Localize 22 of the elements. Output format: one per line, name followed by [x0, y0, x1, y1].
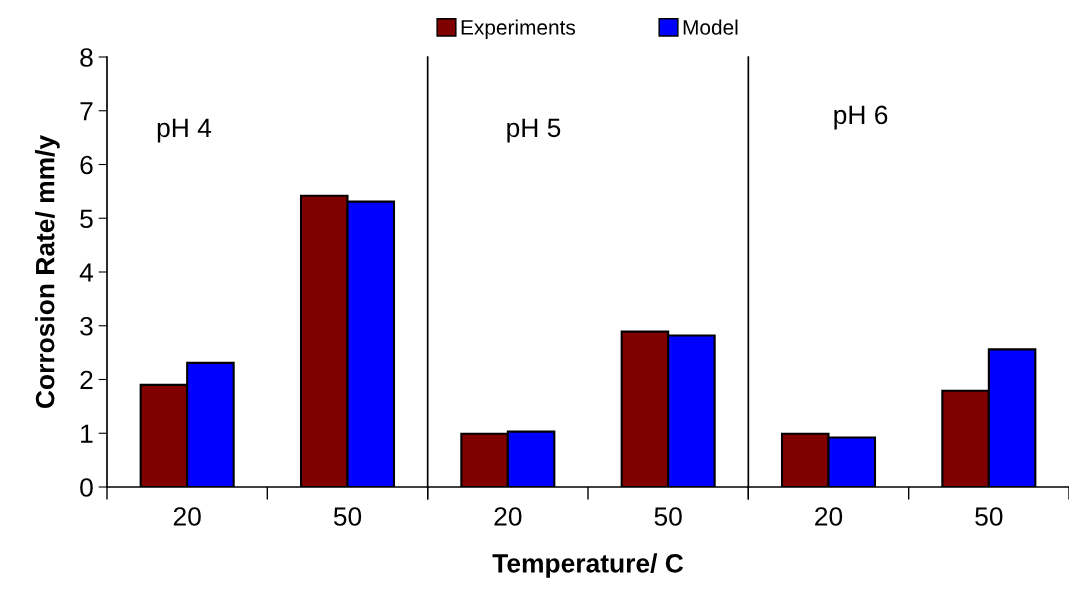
y-axis-title: Corrosion Rate/ mm/y: [35, 135, 60, 409]
y-tick-label: 8: [80, 48, 93, 67]
y-tick-label: 7: [80, 102, 93, 121]
y-tick-label: 3: [80, 316, 93, 336]
y-tick-label: 5: [80, 209, 93, 229]
x-tick-label: 50: [333, 507, 362, 526]
y-tick-label: 2: [80, 370, 93, 390]
x-tick-label: 50: [654, 507, 682, 526]
y-tick-label: 1: [81, 424, 93, 443]
x-tick-label: 50: [975, 507, 1003, 526]
annotation: pH 6: [834, 105, 888, 130]
x-axis-title: Temperature/ C: [492, 553, 684, 578]
x-tick-label: 20: [494, 507, 522, 526]
x-tick-label: 20: [815, 507, 843, 526]
y-tick-label: 6: [80, 155, 93, 175]
annotation: pH 5: [507, 118, 561, 143]
legend-label: Model: [683, 19, 738, 35]
legend-label: Experiments: [461, 19, 576, 39]
y-tick-label: 0: [80, 478, 93, 497]
y-tick-label: 4: [79, 263, 94, 282]
x-tick-label: 20: [173, 507, 201, 526]
annotation: pH 4: [157, 118, 212, 143]
